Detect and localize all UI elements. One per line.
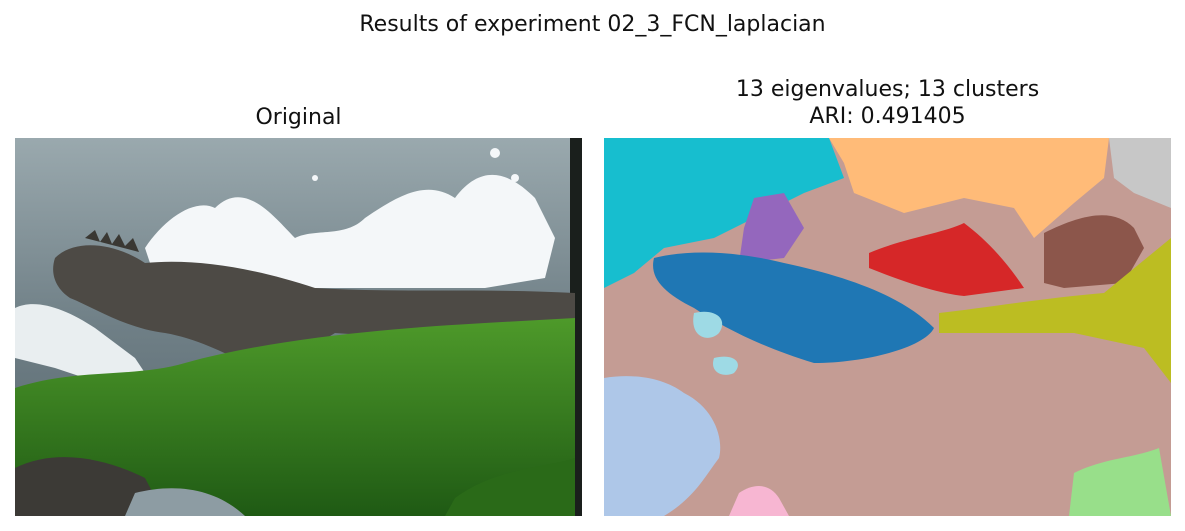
cluster-region-red [869,223,1024,296]
cluster-region-gray [1109,138,1171,208]
cluster-region-paleblue [693,311,723,338]
cluster-region-purple [739,193,804,263]
figure-suptitle: Results of experiment 02_3_FCN_laplacian [359,12,826,37]
clustering-title-line1: 13 eigenvalues; 13 clusters [735,77,1040,102]
cluster-region-cyan [604,138,844,288]
cluster-region-pink [729,486,789,516]
clustering-title-line2: ARI: 0.491405 [809,104,966,129]
original-panel-title: Original [255,105,342,130]
cluster-region-brown [1044,215,1144,288]
cluster-region-orange [829,138,1109,238]
cluster-region-lightblue [604,376,721,516]
original-image [15,138,582,516]
cluster-region-blue [653,252,934,363]
clustering-panel-title: 13 eigenvalues; 13 clusters ARI: 0.49140… [604,76,1171,130]
cluster-region-green [1069,448,1171,516]
cluster-map-image [604,138,1171,516]
cluster-region-olive [939,238,1171,383]
